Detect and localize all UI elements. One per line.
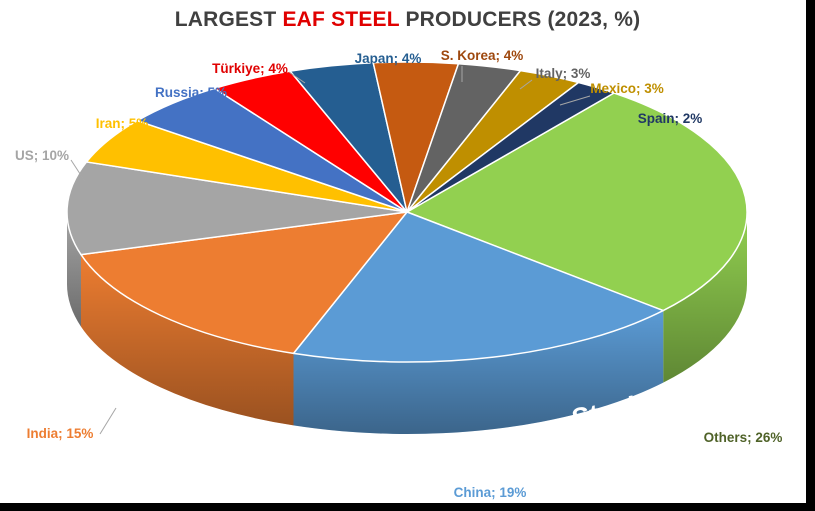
- title-suffix: PRODUCERS (2023, %): [399, 8, 641, 31]
- leader-line: [288, 71, 306, 84]
- slice-label-s-korea: S. Korea; 4%: [441, 48, 524, 63]
- pie-slice-others: [406, 92, 748, 312]
- slice-label-india: India; 15%: [27, 426, 94, 441]
- leader-line: [559, 95, 591, 106]
- leader-line: [519, 79, 533, 90]
- title-highlight: EAF STEEL: [282, 8, 400, 31]
- bottom-border: [0, 503, 815, 511]
- slice-label-italy: Italy; 3%: [536, 66, 591, 81]
- title-prefix: LARGEST: [174, 8, 283, 31]
- chart-title: LARGEST EAF STEEL PRODUCERS (2023, %): [0, 8, 815, 32]
- pie-side-shade: [67, 212, 82, 327]
- pie-side-shade: [81, 254, 294, 426]
- slice-label-china: China; 19%: [454, 485, 527, 500]
- pie-side-shade: [663, 212, 747, 383]
- right-border: [806, 0, 815, 511]
- slice-label-others: Others; 26%: [704, 430, 783, 445]
- slice-label-t-rkiye: Türkiye; 4%: [212, 61, 288, 76]
- pie-slice-us: [66, 161, 408, 256]
- leader-line: [70, 159, 87, 184]
- pie-slice-india: [80, 211, 408, 355]
- pie-sides: [67, 212, 747, 434]
- slice-label-iran: Iran; 5%: [96, 116, 149, 131]
- leader-line: [99, 407, 117, 435]
- slice-label-mexico: Mexico; 3%: [590, 81, 664, 96]
- slice-label-spain: Spain; 2%: [638, 111, 703, 126]
- slice-labels: Others; 26% China; 19% India; 15% US; 10% Ir…: [15, 48, 782, 500]
- slice-label-russia: Russia; 5%: [155, 85, 227, 100]
- slice-label-japan: Japan; 4%: [355, 51, 422, 66]
- slice-label-us: US; 10%: [15, 148, 69, 163]
- pie-tops: [66, 61, 748, 363]
- pie-slice-spain: [406, 81, 615, 213]
- label-leaders: [70, 66, 591, 435]
- pie-slice-china: [292, 211, 664, 363]
- pie-side-shade: [293, 310, 664, 434]
